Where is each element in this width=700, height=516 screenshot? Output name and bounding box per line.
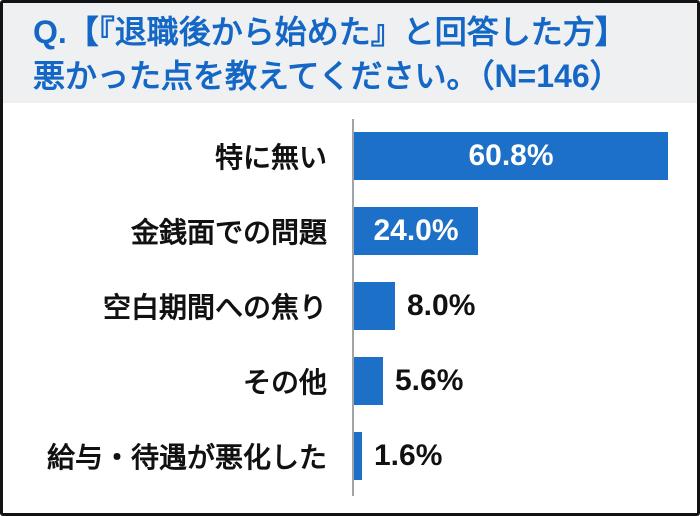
bar (354, 131, 668, 180)
question-title-line2: 悪かった点を教えてください。（N=146） (33, 58, 622, 94)
bar-track: 60.8% (353, 131, 697, 180)
bar-chart: 特に無い 60.8% 金銭面での問題 24.0% 空白期間への焦り 8.0% その他 5.6%… (3, 103, 697, 513)
category-label: 金銭面での問題 (130, 216, 327, 248)
value-label: 5.6% (395, 363, 464, 397)
question-title-line1: Q.【『退職後から始めた』と回答した方】 (33, 14, 627, 50)
value-label: 8.0% (407, 288, 476, 322)
bar (354, 206, 478, 255)
bar-rows-container: 特に無い 60.8% 金銭面での問題 24.0% 空白期間への焦り 8.0% その他 5.6%… (3, 118, 697, 493)
bar-track: 8.0% (353, 281, 697, 330)
bar-row: 給与・待遇が悪化した 1.6% (3, 418, 697, 493)
bar-row: 特に無い 60.8% (3, 118, 697, 193)
bar-track: 1.6% (353, 431, 697, 480)
value-label: 24.0% (373, 213, 459, 247)
category-label: 空白期間への焦り (102, 291, 327, 323)
bar (354, 356, 383, 405)
axis-baseline (352, 119, 354, 496)
category-label: 給与・待遇が悪化した (46, 441, 327, 473)
question-title-banner: Q.【『退職後から始めた』と回答した方】 悪かった点を教えてください。（N=14… (3, 3, 697, 103)
value-label: 60.8% (468, 138, 554, 172)
bar (354, 281, 395, 330)
bar-track: 24.0% (353, 206, 697, 255)
bar-row: 空白期間への焦り 8.0% (3, 268, 697, 343)
category-label: 特に無い (214, 141, 327, 173)
category-label: その他 (242, 366, 327, 398)
value-label: 1.6% (374, 438, 443, 472)
bar (354, 431, 362, 480)
bar-track: 5.6% (353, 356, 697, 405)
bar-row: 金銭面での問題 24.0% (3, 193, 697, 268)
bar-row: その他 5.6% (3, 343, 697, 418)
